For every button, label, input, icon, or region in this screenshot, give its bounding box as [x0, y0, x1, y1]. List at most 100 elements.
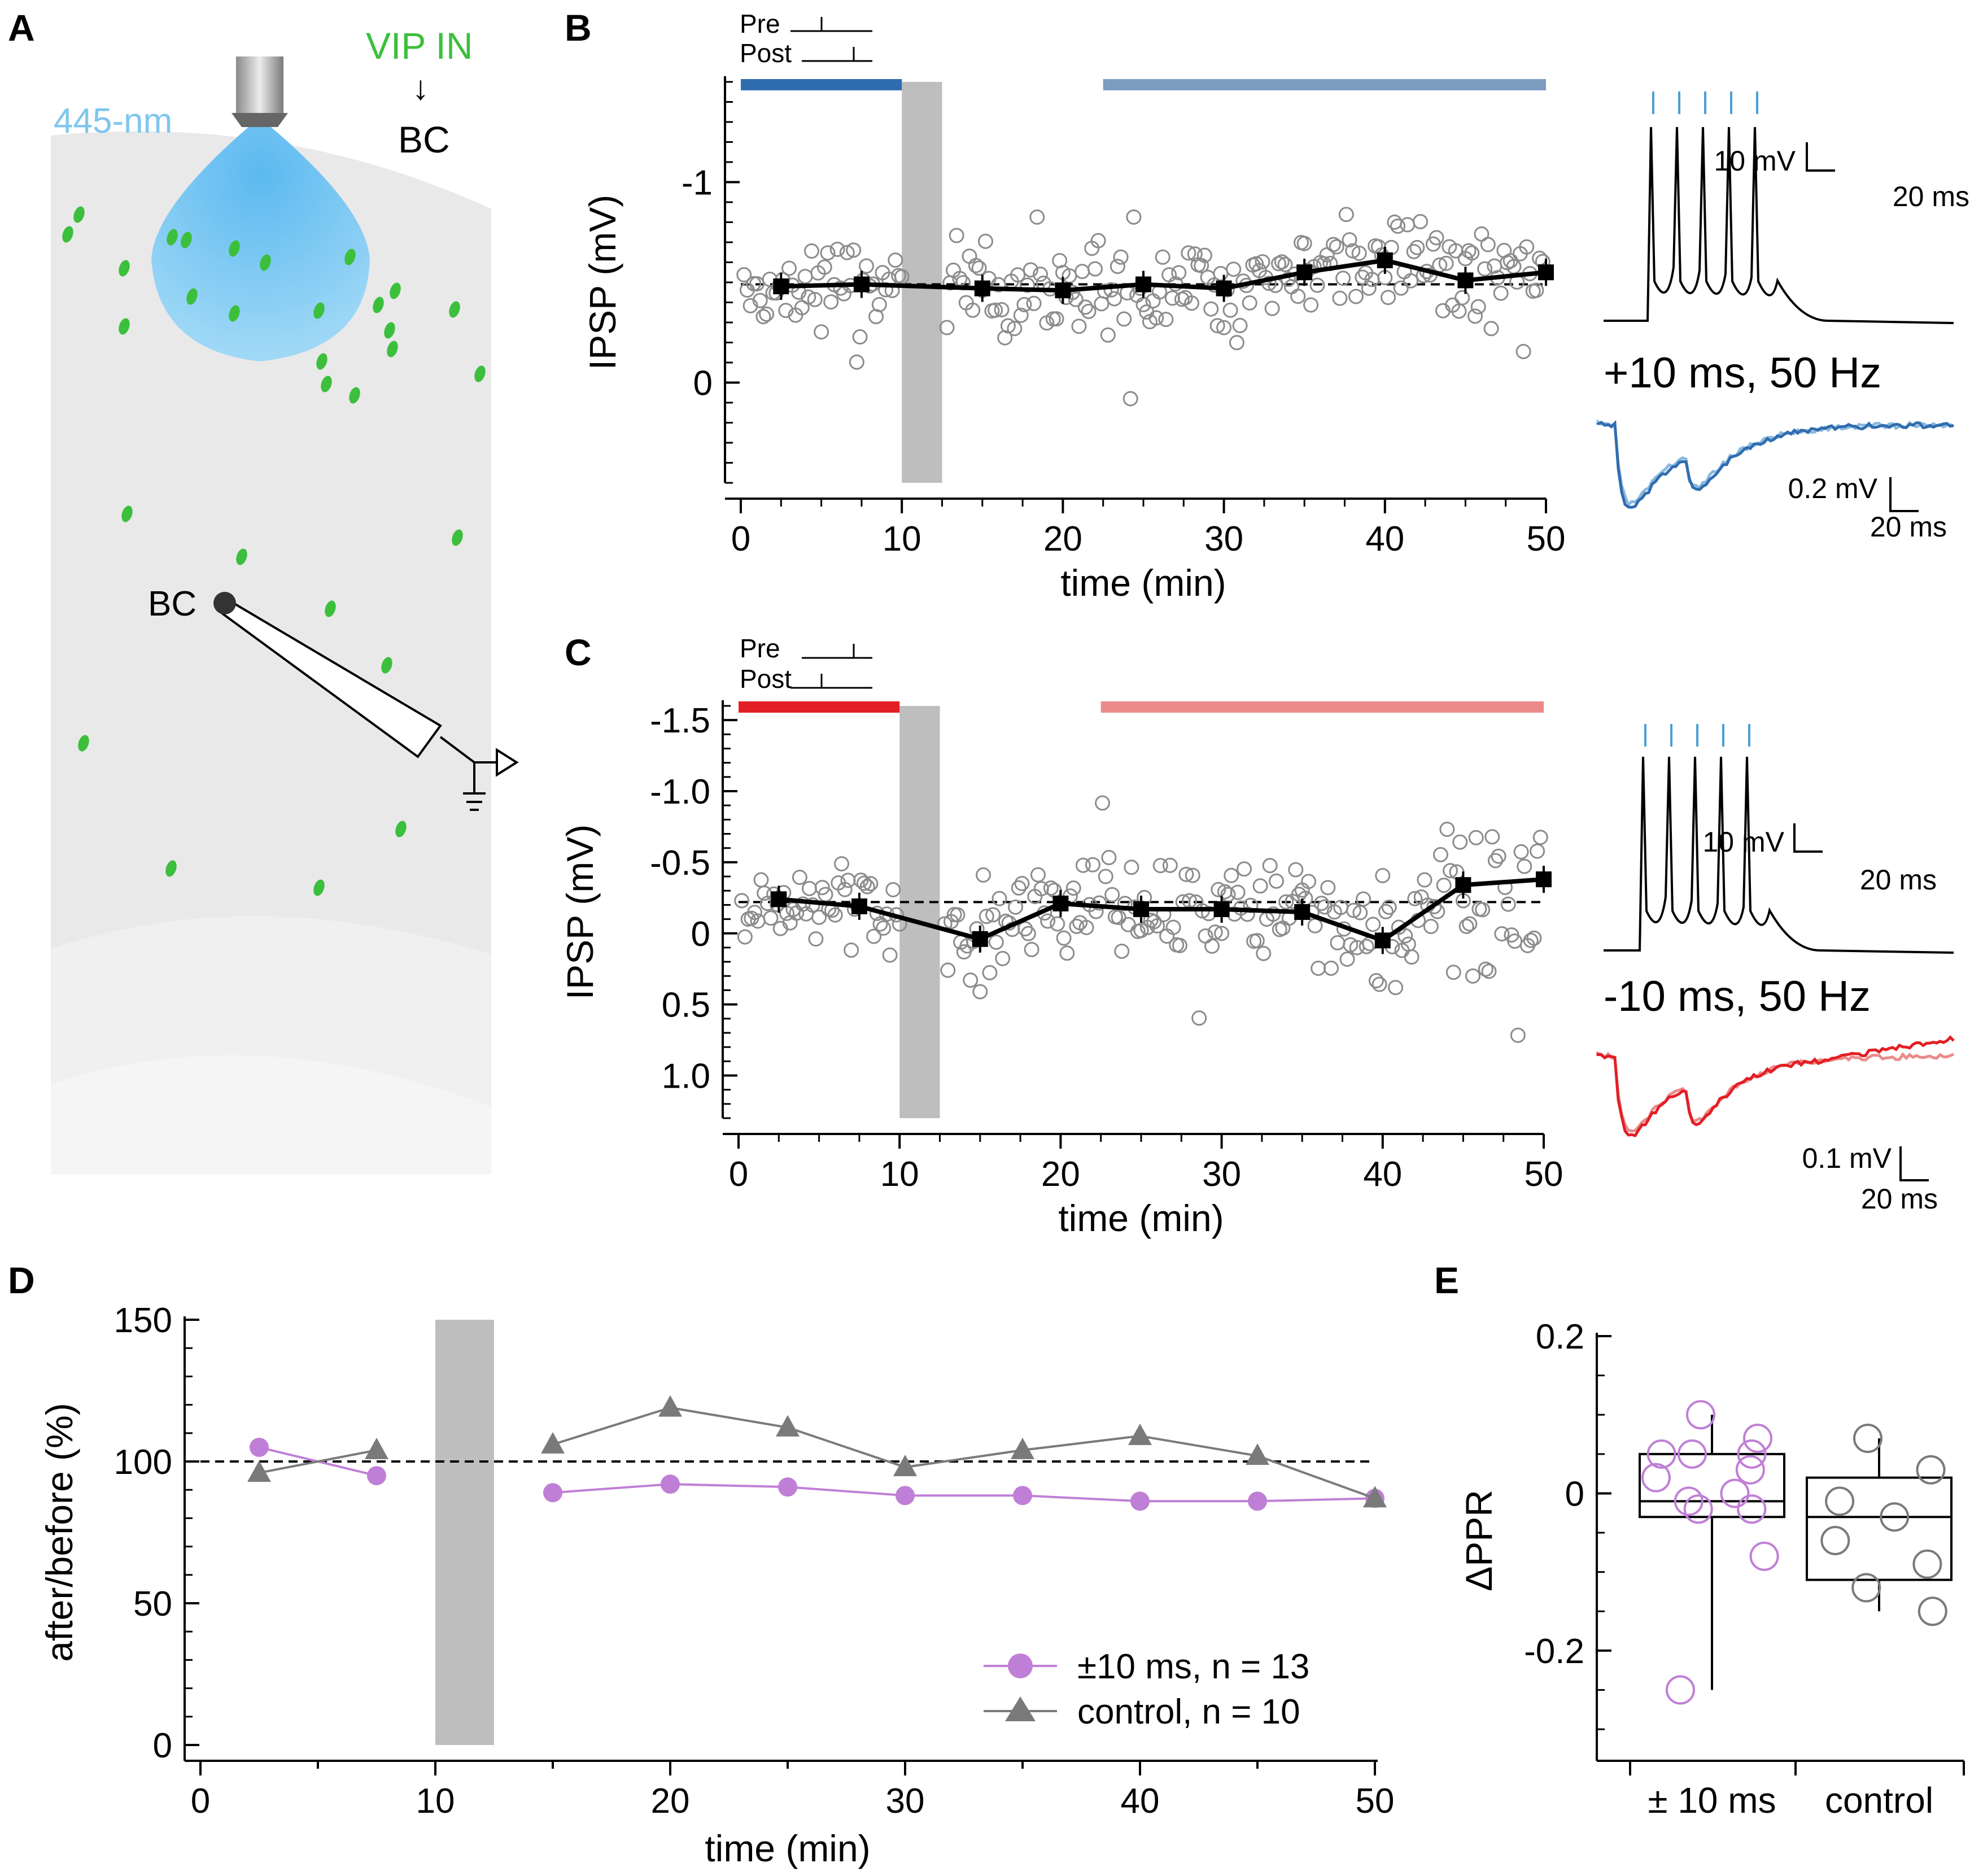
x-tick-label: 50 — [1525, 1155, 1563, 1194]
panel-b: B Pre Post -1 0 0 10 20 30 40 50 time (min) IPSP … — [565, 7, 1969, 604]
sweep-point — [811, 909, 827, 925]
sweep-point — [1237, 861, 1252, 877]
sweep-point — [1317, 899, 1333, 915]
x-axis-label: time (min) — [1060, 562, 1226, 604]
objective-tip — [232, 113, 288, 127]
sweep-point — [801, 289, 816, 305]
sweep-point — [1274, 254, 1290, 270]
sweep-point — [1068, 291, 1084, 307]
sweep-point — [1107, 291, 1122, 307]
series-point — [1130, 1491, 1150, 1511]
sweep-point — [820, 245, 836, 261]
sweep-point — [1436, 878, 1452, 893]
sweep-point — [1381, 290, 1396, 306]
sweep-point — [1049, 311, 1064, 327]
sweep-point — [1296, 235, 1312, 251]
sweep-point — [753, 872, 769, 888]
legend-marker — [1005, 1696, 1036, 1721]
y-tick-label: -1.0 — [650, 773, 710, 812]
sweep-point — [1120, 917, 1136, 932]
scale-time-label-2: 20 ms — [1861, 1183, 1938, 1215]
sweep-point — [992, 891, 1007, 906]
vip-cell-icon — [313, 879, 325, 896]
sweep-point — [1530, 843, 1545, 859]
sweep-point — [972, 984, 988, 1000]
sweep-point — [1191, 1010, 1207, 1026]
sweep-point — [1467, 308, 1483, 324]
sweep-point — [1097, 283, 1113, 299]
sweep-point — [1113, 249, 1129, 265]
vip-cell-icon — [390, 282, 401, 299]
x-tick-label: 10 — [880, 1155, 919, 1194]
series-point — [250, 1437, 269, 1457]
panel-b-letter: B — [565, 7, 592, 49]
mean-point — [1296, 264, 1313, 281]
sweep-point — [797, 269, 813, 285]
chart-e: 0.2 0 -0.2 ΔPPR ± 10 ms control — [1458, 1317, 1965, 1821]
conditioning-band — [435, 1320, 494, 1745]
sweep-point — [1288, 862, 1304, 878]
pre-label: Pre — [740, 634, 780, 663]
sweep-point — [988, 302, 1003, 318]
sweep-point — [995, 950, 1011, 966]
sweep-point — [852, 329, 868, 345]
sweep-point — [1375, 867, 1391, 883]
sweep-point — [752, 293, 768, 308]
scale-time-label: 20 ms — [1860, 864, 1937, 896]
x-tick-label: 30 — [1204, 520, 1243, 559]
sweep-point — [1116, 311, 1132, 327]
series-point — [776, 1415, 800, 1437]
x-tick-label: 20 — [1043, 520, 1082, 559]
sweep-point — [1342, 232, 1357, 248]
sweep-point — [863, 876, 879, 892]
sweep-point — [1493, 285, 1509, 301]
sweep-point — [1381, 900, 1397, 915]
sweep-point — [839, 245, 855, 260]
vip-cell-icon — [165, 860, 177, 877]
x-tick-label: 40 — [1363, 1155, 1402, 1194]
mean-line — [781, 258, 1547, 293]
sweep-point — [1500, 896, 1516, 912]
sweep-point — [736, 267, 752, 283]
sweep-point — [968, 258, 984, 273]
sweep-point — [807, 291, 823, 307]
mean-point — [1213, 901, 1230, 917]
sweep-point — [871, 296, 887, 312]
mean-point — [1374, 932, 1391, 949]
sweep-point — [1146, 914, 1162, 930]
sweep-point — [1484, 829, 1500, 845]
sweep-point — [1211, 882, 1226, 897]
sweep-point — [1172, 937, 1187, 953]
bc-cell-label: BC — [148, 584, 196, 623]
sweep-point — [1478, 961, 1493, 977]
sweep-point — [1277, 256, 1293, 272]
mean-point — [972, 931, 988, 947]
sweep-point — [888, 252, 903, 268]
sweep-point — [1387, 214, 1403, 230]
sweep-point — [982, 965, 998, 980]
sweep-point — [1126, 209, 1142, 225]
sweep-point — [837, 882, 853, 897]
sweep-point — [1307, 918, 1323, 933]
sweep-point — [816, 259, 832, 275]
series-point — [1011, 1437, 1034, 1459]
sweep-point — [1196, 247, 1212, 263]
sweep-point — [1249, 933, 1265, 949]
sweep-point — [866, 928, 882, 944]
sweep-point — [1020, 277, 1036, 293]
data-point — [1677, 1439, 1707, 1469]
conditioning-band — [902, 82, 942, 483]
sweep-point — [1532, 830, 1548, 845]
sweep-point — [1359, 939, 1374, 954]
scale-bar — [1793, 823, 1823, 853]
x-tick-label: 20 — [651, 1782, 690, 1821]
sweep-point — [849, 354, 864, 370]
sweep-point — [1278, 894, 1294, 910]
sweep-point — [1222, 302, 1238, 318]
mean-point — [773, 278, 789, 295]
y-tick-label: 50 — [133, 1585, 172, 1624]
sweep-point — [1209, 318, 1225, 334]
sweep-point — [1330, 935, 1346, 950]
sweep-point — [755, 309, 771, 325]
vip-label: VIP IN — [366, 25, 473, 67]
